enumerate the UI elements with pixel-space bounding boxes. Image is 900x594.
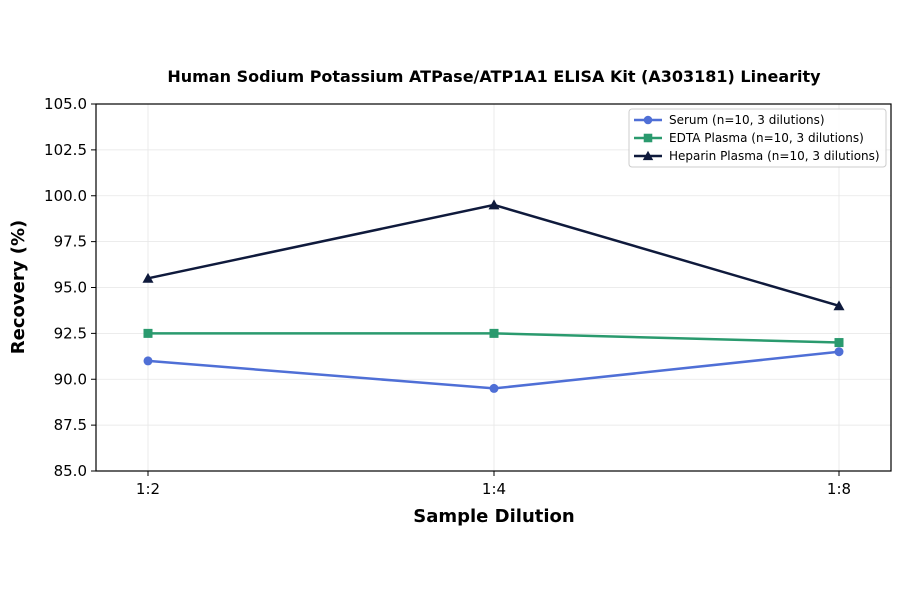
legend-box xyxy=(628,108,887,168)
legend-label: EDTA Plasma (n=10, 3 dilutions) xyxy=(669,131,864,145)
legend-swatch-marker xyxy=(643,133,653,143)
y-tick-label: 92.5 xyxy=(54,324,87,342)
legend-item: Serum (n=10, 3 dilutions) xyxy=(634,113,825,127)
y-tick-label: 97.5 xyxy=(54,233,87,251)
data-point xyxy=(489,383,499,393)
series-circle xyxy=(143,347,844,393)
legend-swatch-marker xyxy=(642,150,654,161)
series-line xyxy=(147,350,840,390)
y-tick-label: 87.5 xyxy=(54,416,87,434)
data-point xyxy=(834,338,844,348)
data-point xyxy=(834,347,844,357)
data-point xyxy=(142,272,154,283)
x-tick-label: 1:4 xyxy=(482,480,506,498)
axis-ticks: 85.0 87.5 90.0 92.5 95.0 97.5 100.0 102.5 105.0 1… xyxy=(44,95,851,498)
data-point xyxy=(143,356,153,366)
legend-item: Heparin Plasma (n=10, 3 dilutions) xyxy=(634,149,880,163)
x-tick-label: 1:8 xyxy=(827,480,851,498)
data-point xyxy=(488,199,500,210)
y-tick-label: 95.0 xyxy=(54,279,87,297)
plot-frame xyxy=(95,103,892,472)
data-point xyxy=(489,328,499,338)
data-point xyxy=(143,328,153,338)
series-lines xyxy=(142,199,845,393)
x-axis-label: Sample Dilution xyxy=(413,506,574,527)
legend-label: Serum (n=10, 3 dilutions) xyxy=(669,113,825,127)
y-tick-label: 85.0 xyxy=(54,462,87,480)
y-tick-label: 105.0 xyxy=(44,95,87,113)
y-tick-label: 90.0 xyxy=(54,370,87,388)
data-point xyxy=(833,300,845,311)
chart-title: Human Sodium Potassium ATPase/ATP1A1 ELI… xyxy=(167,67,821,86)
x-tick-label: 1:2 xyxy=(136,480,160,498)
legend-swatch-marker xyxy=(643,115,653,125)
series-square xyxy=(143,328,844,348)
y-axis-label: Recovery (%) xyxy=(8,220,29,354)
y-tick-label: 102.5 xyxy=(44,141,87,159)
y-tick-label: 100.0 xyxy=(44,187,87,205)
legend-label: Heparin Plasma (n=10, 3 dilutions) xyxy=(669,149,880,163)
legend-item: EDTA Plasma (n=10, 3 dilutions) xyxy=(634,131,864,145)
legend: Serum (n=10, 3 dilutions) EDTA Plasma (n=… xyxy=(628,108,887,168)
series-triangle xyxy=(142,199,845,311)
series-line xyxy=(147,203,840,308)
